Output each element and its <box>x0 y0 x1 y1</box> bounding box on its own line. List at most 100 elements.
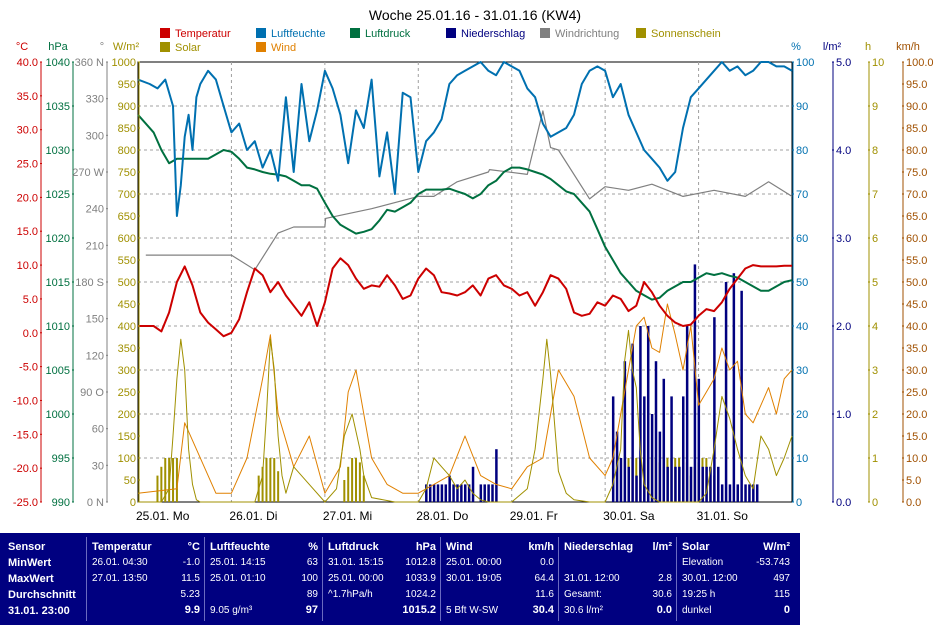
axis-tick-sun: 4 <box>872 321 878 333</box>
axis-tick-wind: 100.0 <box>906 57 934 69</box>
axis-tick-dir: 60 <box>92 424 104 436</box>
axis-tick-dir: 90 O <box>80 387 104 399</box>
wind-direction-line <box>145 110 793 271</box>
sunshine-bar <box>362 475 365 502</box>
precipitation-bar <box>428 484 432 502</box>
axis-unit-wind: km/h <box>896 41 920 53</box>
axis-tick-wind: 20.0 <box>906 409 927 421</box>
stats-wind-row-value: 0.0 <box>540 557 554 568</box>
precipitation-bar <box>740 290 743 502</box>
axis-tick-solar: 0 <box>130 497 136 509</box>
axis-unit-rain: l/m² <box>823 41 842 53</box>
precipitation-bar <box>720 484 724 502</box>
legend-swatch <box>256 42 266 52</box>
sunshine-bar <box>156 475 159 502</box>
chart-axes: 40.035.030.025.020.015.010.05.00.0-5.0-1… <box>13 41 934 509</box>
stats-luftdruck-row-label: 31.01. 15:15 <box>328 557 384 568</box>
axis-tick-temp: -20.0 <box>13 463 38 475</box>
stats-luftfeuchte-row-label: 9.05 g/m³ <box>210 605 253 616</box>
axis-tick-sun: 9 <box>872 101 878 113</box>
axis-tick-dir: 270 W <box>72 167 104 179</box>
stats-luftdruck-unit: hPa <box>415 541 436 553</box>
stats-luftdruck-row-value: 1012.8 <box>405 557 436 568</box>
axis-tick-hum: 0 <box>796 497 802 509</box>
axis-tick-dir: 330 <box>86 94 104 106</box>
axis-tick-dir: 360 N <box>75 57 104 69</box>
stats-niederschlag-row-label: 30.6 l/m² <box>564 605 603 616</box>
stats-wind-row-value: 64.4 <box>534 573 554 584</box>
stats-luftfeuchte-row-label: 25.01. 14:15 <box>210 557 266 568</box>
stats-luftfeuchte-row-value: 97 <box>305 604 318 616</box>
precipitation-bar <box>440 484 444 502</box>
axis-unit-temp: °C <box>16 41 28 53</box>
stats-label-min: MinWert <box>8 557 52 569</box>
axis-tick-solar: 900 <box>118 101 136 113</box>
stats-label-avg: Durchschnitt <box>8 589 76 601</box>
stats-solar-column: Solar W/m² Elevation -53.743 30.01. 12:00 497… <box>676 537 794 621</box>
axis-unit-sun: h <box>865 41 871 53</box>
legend-swatch <box>160 42 170 52</box>
precipitation-bar <box>662 378 666 502</box>
axis-tick-wind: 75.0 <box>906 167 927 179</box>
axis-tick-press: 1000 <box>46 409 70 421</box>
stats-luftfeuchte-row-value: 89 <box>306 589 318 600</box>
stats-solar-row-label: 19:25 h <box>682 589 716 600</box>
axis-tick-wind: 45.0 <box>906 299 927 311</box>
wind-line <box>137 303 793 494</box>
sunshine-bar <box>172 458 175 502</box>
axis-tick-solar: 650 <box>118 211 136 223</box>
x-axis-label: 31.01. So <box>697 509 749 523</box>
stats-temperatur-row-value: 5.23 <box>180 589 200 600</box>
axis-tick-press: 1040 <box>46 57 70 69</box>
precipitation-bar <box>666 466 669 502</box>
axis-tick-solar: 250 <box>118 387 136 399</box>
precipitation-bar <box>467 484 471 502</box>
precipitation-bar <box>752 484 755 502</box>
axis-tick-sun: 7 <box>872 189 878 201</box>
stats-solar-row-value: 0 <box>783 604 790 616</box>
chart-legend: Temperatur Luftfeuchte Luftdruck Niederschl… <box>160 28 721 54</box>
axis-tick-solar: 700 <box>118 189 136 201</box>
axis-unit-hum: % <box>791 41 801 53</box>
legend-label: Sonnenschein <box>651 28 721 40</box>
axis-tick-sun: 0 <box>872 497 878 509</box>
axis-tick-hum: 60 <box>796 233 808 245</box>
axis-tick-solar: 100 <box>118 453 136 465</box>
axis-tick-wind: 35.0 <box>906 343 927 355</box>
axis-tick-rain: 4.0 <box>836 145 851 157</box>
axis-tick-temp: -5.0 <box>19 362 38 374</box>
stats-temperatur-column: Temperatur °C 26.01. 04:30 -1.0 27.01. 13:50… <box>86 537 204 621</box>
axis-tick-sun: 8 <box>872 145 878 157</box>
stats-solar-row-value: 115 <box>774 589 790 600</box>
legend-swatch <box>160 28 170 38</box>
x-axis-label: 29.01. Fr <box>510 509 558 523</box>
axis-tick-dir: 300 <box>86 130 104 142</box>
axis-tick-sun: 10 <box>872 57 884 69</box>
precipitation-bar <box>460 484 463 502</box>
precipitation-bar <box>432 484 436 502</box>
stats-luftdruck-row-value: 1024.2 <box>405 589 436 600</box>
precipitation-bar <box>709 466 712 502</box>
axis-tick-hum: 10 <box>796 453 808 465</box>
stats-luftdruck-row-value: 1015.2 <box>402 604 436 616</box>
axis-tick-wind: 80.0 <box>906 145 927 157</box>
precipitation-bar <box>487 484 490 502</box>
axis-tick-temp: 20.0 <box>17 192 38 204</box>
legend-label: Niederschlag <box>461 28 525 40</box>
precipitation-bar <box>436 484 440 502</box>
precipitation-bar <box>717 466 720 502</box>
sunshine-bar <box>175 458 178 502</box>
axis-tick-rain: 2.0 <box>836 321 851 333</box>
precipitation-bar <box>697 378 701 502</box>
precipitation-bar <box>755 484 759 502</box>
precipitation-bars <box>425 264 759 502</box>
precipitation-bar <box>693 264 697 502</box>
precipitation-bar <box>732 273 736 502</box>
axis-tick-press: 1035 <box>46 101 70 113</box>
sunshine-bar <box>168 458 171 502</box>
stats-luftdruck-header: Luftdruck <box>328 541 379 553</box>
legend-swatch <box>636 28 646 38</box>
precipitation-bar <box>705 466 708 502</box>
axis-tick-solar: 800 <box>118 145 136 157</box>
axis-tick-solar: 50 <box>124 475 136 487</box>
